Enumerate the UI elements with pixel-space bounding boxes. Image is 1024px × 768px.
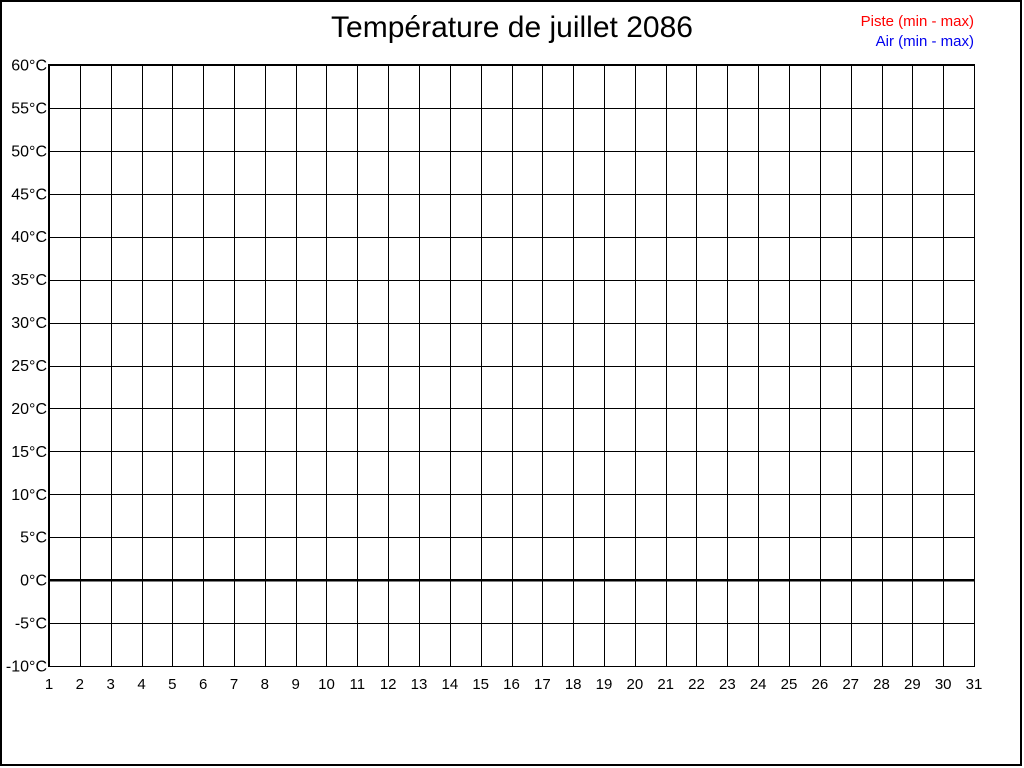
svg-text:20°C: 20°C [11,401,47,418]
svg-text:23: 23 [719,676,736,693]
svg-text:55°C: 55°C [11,100,47,117]
svg-text:10: 10 [318,676,335,693]
svg-text:19: 19 [596,676,613,693]
svg-text:4: 4 [137,676,145,693]
svg-text:5: 5 [168,676,176,693]
svg-text:3: 3 [106,676,114,693]
svg-text:45°C: 45°C [11,186,47,203]
svg-text:0°C: 0°C [20,573,47,590]
svg-text:50°C: 50°C [11,143,47,160]
svg-text:1: 1 [45,676,53,693]
svg-text:40°C: 40°C [11,229,47,246]
svg-text:26: 26 [811,676,828,693]
svg-text:35°C: 35°C [11,272,47,289]
svg-text:15°C: 15°C [11,444,47,461]
svg-text:30: 30 [935,676,952,693]
svg-text:8: 8 [261,676,269,693]
svg-text:2: 2 [76,676,84,693]
svg-text:24: 24 [750,676,767,693]
svg-text:11: 11 [350,676,366,693]
svg-text:5°C: 5°C [20,530,47,547]
svg-text:-5°C: -5°C [15,616,47,633]
svg-text:22: 22 [688,676,705,693]
svg-text:6: 6 [199,676,207,693]
svg-text:16: 16 [503,676,520,693]
svg-text:21: 21 [657,676,674,693]
svg-text:18: 18 [565,676,582,693]
svg-text:9: 9 [291,676,299,693]
svg-text:10°C: 10°C [11,487,47,504]
svg-text:17: 17 [534,676,551,693]
svg-text:28: 28 [873,676,890,693]
svg-text:-10°C: -10°C [6,659,47,676]
svg-text:13: 13 [411,676,428,693]
svg-text:60°C: 60°C [11,58,47,75]
svg-text:12: 12 [380,676,397,693]
svg-text:15: 15 [472,676,489,693]
svg-text:31: 31 [966,676,983,693]
svg-text:30°C: 30°C [11,315,47,332]
svg-text:7: 7 [230,676,238,693]
svg-text:25°C: 25°C [11,358,47,375]
svg-text:14: 14 [441,676,458,693]
svg-text:20: 20 [626,676,643,693]
svg-text:29: 29 [904,676,921,693]
svg-text:25: 25 [781,676,798,693]
svg-text:27: 27 [842,676,859,693]
